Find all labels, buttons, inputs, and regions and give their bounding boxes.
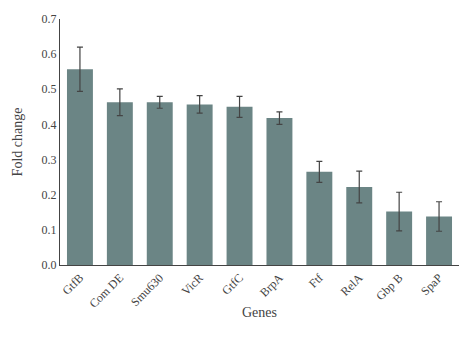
svg-text:Gbp B: Gbp B <box>373 271 405 303</box>
svg-text:GtfC: GtfC <box>219 271 246 298</box>
svg-text:Genes: Genes <box>242 305 277 320</box>
svg-text:RelA: RelA <box>338 271 366 299</box>
svg-text:BrpA: BrpA <box>257 271 286 300</box>
svg-text:Ftf: Ftf <box>306 271 326 291</box>
svg-text:0.7: 0.7 <box>42 12 57 26</box>
svg-text:0.0: 0.0 <box>42 258 57 272</box>
svg-text:Com DE: Com DE <box>86 271 126 311</box>
svg-text:0.1: 0.1 <box>42 223 57 237</box>
svg-text:Fold change: Fold change <box>10 108 25 177</box>
svg-text:Smu630: Smu630 <box>128 271 166 309</box>
svg-text:GtfB: GtfB <box>59 271 86 298</box>
svg-text:0.5: 0.5 <box>42 82 57 96</box>
svg-text:SpaP: SpaP <box>418 271 446 299</box>
svg-text:0.4: 0.4 <box>42 118 57 132</box>
svg-text:0.2: 0.2 <box>42 188 57 202</box>
svg-text:VicR: VicR <box>179 271 206 298</box>
svg-text:0.3: 0.3 <box>42 153 57 167</box>
svg-text:0.6: 0.6 <box>42 47 57 61</box>
